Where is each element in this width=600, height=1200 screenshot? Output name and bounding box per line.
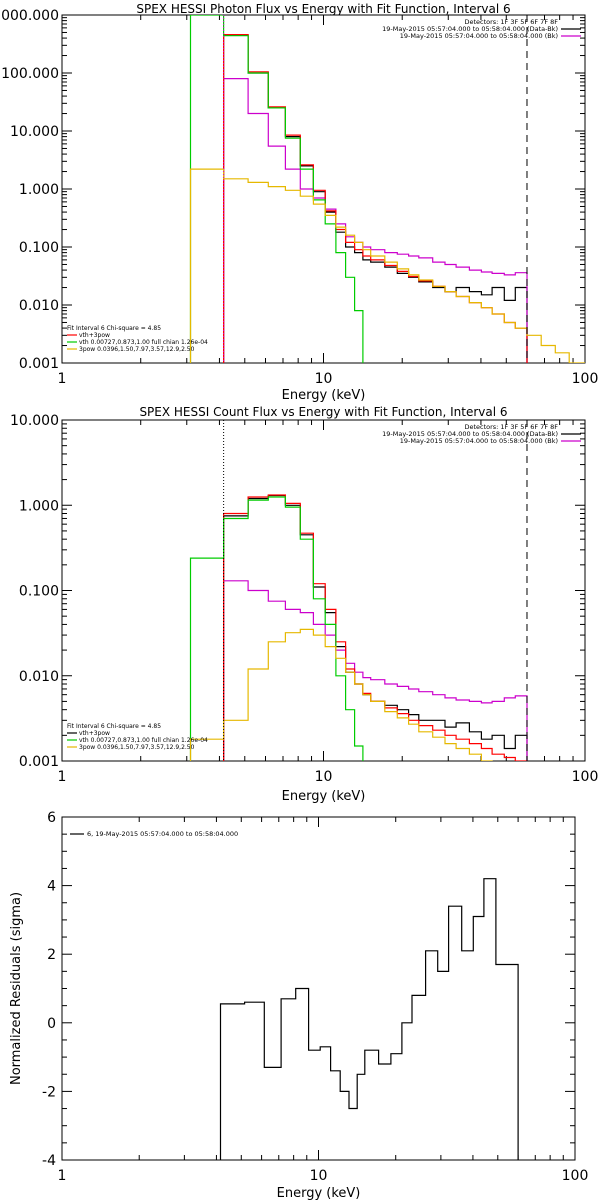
p1-x-tick-label: 1 <box>58 371 67 387</box>
p3-y-tick-label: 2 <box>47 947 56 963</box>
p2-y-tick-label: 0.100 <box>19 584 59 600</box>
p2-legend-tr-text: Detectors: 1F 3F 5F 6F 7F 8F <box>464 423 558 431</box>
p3-legend-text: 6, 19-May-2015 05:57:04.000 to 05:58:04.… <box>87 830 238 838</box>
p2-y-tick-label: 1.000 <box>19 498 59 514</box>
p2-series-vth-line <box>189 496 364 761</box>
p3-x-tick-label: 100 <box>562 1168 589 1184</box>
p2-legend-bl-text: vth+3pow <box>79 730 110 737</box>
p1-series-vth-line <box>189 15 364 363</box>
p2-y-tick-label: 10.000 <box>10 413 59 429</box>
p3-y-tick-label: 6 <box>47 810 56 826</box>
p2-plot-frame <box>61 419 586 762</box>
p1-y-tick-label: 100.000 <box>1 66 59 82</box>
p1-x-tick-label: 100 <box>572 371 599 387</box>
p2-y-tick-label: 0.001 <box>19 754 59 770</box>
p3-x-tick-label: 1 <box>58 1168 67 1184</box>
p2-legend-tr-text: 19-May-2015 05:57:04.000 to 05:58:04.000… <box>382 430 558 438</box>
p1-legend-tr-text: 19-May-2015 05:57:04.000 to 05:58:04.000… <box>382 25 558 33</box>
p3-x-axis-label: Energy (keV) <box>277 1186 361 1200</box>
p2-x-tick-label: 100 <box>572 769 599 785</box>
p1-series-3pow-line <box>189 168 585 363</box>
p3-y-tick-label: -2 <box>42 1084 56 1100</box>
p3-y-tick-label: -4 <box>42 1153 56 1169</box>
p2-legend-tr-text: 19-May-2015 05:57:04.000 to 05:58:04.000… <box>400 437 558 445</box>
p2-title: SPEX HESSI Count Flux vs Energy with Fit… <box>139 405 507 419</box>
p2-legend-bl-text: 3pow 0.0396,1.50,7.97,3.57,12.9,2.50 <box>79 744 195 751</box>
p1-y-tick-label: 0.010 <box>19 298 59 314</box>
p2-series-3pow-line <box>189 628 493 761</box>
p3-series-6-19-may-2015-05-57-04-000-to-05-58-04-000-line <box>219 878 519 1160</box>
p2-y-tick-label: 0.010 <box>19 669 59 685</box>
p3-y-tick-label: 0 <box>47 1016 56 1032</box>
p1-legend-tr-text: Detectors: 1F 3F 5F 6F 7F 8F <box>464 18 558 26</box>
p1-legend-bl-text: vth 0.00727,0.873,1.00 full chian 1.26e-… <box>79 339 208 346</box>
p1-y-tick-label: 10.000 <box>10 124 59 140</box>
p1-plot-frame <box>61 14 586 364</box>
p1-series-data-bk-line <box>223 34 528 363</box>
p1-x-tick-label: 10 <box>315 371 333 387</box>
p1-y-tick-label: 0.100 <box>19 240 59 256</box>
p1-x-axis-label: Energy (keV) <box>282 388 366 403</box>
p2-series-vth-3pow-line <box>223 494 528 761</box>
p1-legend-bl-text: vth+3pow <box>79 332 110 339</box>
p1-series-bk-line <box>223 78 528 363</box>
p3-x-tick-label: 10 <box>310 1168 328 1184</box>
p2-legend-bl-text: vth 0.00727,0.873,1.00 full chian 1.26e-… <box>79 737 208 744</box>
p1-y-tick-label: 1000.000 <box>0 8 59 24</box>
p1-y-tick-label: 1.000 <box>19 182 59 198</box>
p1-legend-bl-text: Fit Interval 6 Chi-square = 4.85 <box>67 325 161 332</box>
p1-series-vth-3pow-line <box>223 34 528 363</box>
p1-legend-bl-text: 3pow 0.0396,1.50,7.97,3.57,12.9,2.50 <box>79 346 195 353</box>
p3-y-axis-label: Normalized Residuals (sigma) <box>9 892 24 1085</box>
p2-series-bk-line <box>223 580 528 761</box>
p1-title: SPEX HESSI Photon Flux vs Energy with Fi… <box>136 2 510 16</box>
p2-x-axis-label: Energy (keV) <box>282 789 366 804</box>
p2-series-data-bk-line <box>223 494 528 761</box>
p1-y-tick-label: 0.001 <box>19 356 59 372</box>
p2-legend-bl-text: Fit Interval 6 Chi-square = 4.85 <box>67 723 161 730</box>
p3-plot-frame <box>61 816 576 1161</box>
p2-x-tick-label: 10 <box>315 769 333 785</box>
p1-legend-tr-text: 19-May-2015 05:57:04.000 to 05:58:04.000… <box>400 32 558 40</box>
p3-y-tick-label: 4 <box>47 879 56 895</box>
p2-x-tick-label: 1 <box>58 769 67 785</box>
